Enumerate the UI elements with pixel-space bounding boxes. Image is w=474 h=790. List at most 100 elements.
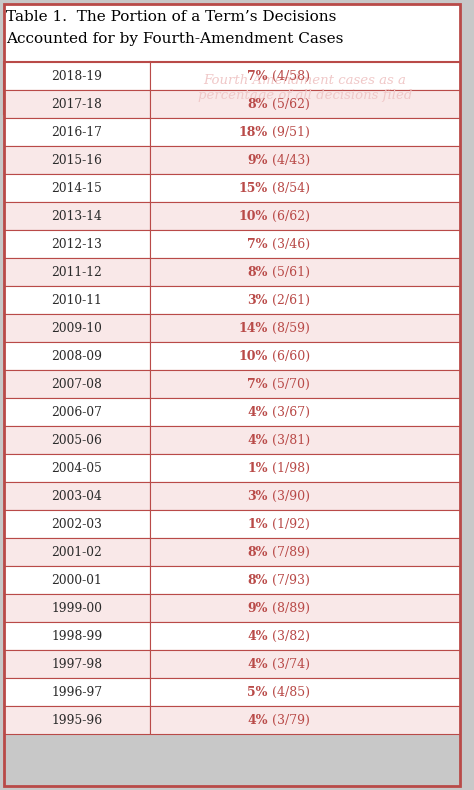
Text: (5/70): (5/70) [268, 378, 310, 390]
Text: 7%: 7% [247, 238, 268, 250]
Text: 2004-05: 2004-05 [52, 461, 102, 475]
Text: 4%: 4% [247, 630, 268, 642]
Bar [4, 426, 150, 454]
Text: 2016-17: 2016-17 [52, 126, 102, 138]
Text: 4%: 4% [247, 434, 268, 446]
Bar [150, 650, 460, 678]
Bar [150, 342, 460, 370]
Bar [150, 314, 460, 342]
Text: 2006-07: 2006-07 [52, 405, 102, 419]
Bar [150, 594, 460, 622]
Text: 2000-01: 2000-01 [52, 574, 102, 586]
Text: (5/61): (5/61) [268, 265, 310, 279]
Text: (3/82): (3/82) [268, 630, 310, 642]
Text: 15%: 15% [238, 182, 268, 194]
Bar [4, 230, 150, 258]
Text: 1996-97: 1996-97 [51, 686, 102, 698]
Text: 2010-11: 2010-11 [52, 294, 102, 307]
Text: (3/90): (3/90) [268, 490, 310, 502]
Bar [150, 370, 460, 398]
Bar [4, 146, 150, 174]
Bar [4, 706, 150, 734]
Bar [150, 62, 460, 114]
Text: 4%: 4% [247, 713, 268, 727]
Text: Fourth Amendment cases as a
percentage of all decisions filed: Fourth Amendment cases as a percentage o… [198, 74, 412, 102]
Text: (3/81): (3/81) [268, 434, 310, 446]
Text: (7/93): (7/93) [268, 574, 310, 586]
Bar [4, 510, 150, 538]
Bar [150, 454, 460, 482]
Text: 14%: 14% [238, 322, 268, 334]
Bar [4, 62, 150, 90]
Text: 18%: 18% [238, 126, 268, 138]
Text: Table 1.  The Portion of a Term’s Decisions: Table 1. The Portion of a Term’s Decisio… [6, 10, 337, 24]
Text: 2009-10: 2009-10 [52, 322, 102, 334]
Text: (8/54): (8/54) [268, 182, 310, 194]
Bar [4, 258, 150, 286]
Bar [150, 482, 460, 510]
Text: (4/43): (4/43) [268, 153, 310, 167]
Text: Accounted for by Fourth-Amendment Cases: Accounted for by Fourth-Amendment Cases [6, 32, 343, 46]
Bar [4, 202, 150, 230]
Text: 9%: 9% [247, 601, 268, 615]
Bar [150, 426, 460, 454]
Text: (2/61): (2/61) [268, 294, 310, 307]
Bar [4, 622, 150, 650]
Text: 10%: 10% [238, 209, 268, 223]
Text: (4/85): (4/85) [268, 686, 310, 698]
Bar [150, 90, 460, 118]
Bar [4, 118, 150, 146]
Bar [4, 370, 150, 398]
Text: 3%: 3% [247, 490, 268, 502]
Text: 2018-19: 2018-19 [52, 70, 102, 82]
Text: 1%: 1% [247, 517, 268, 531]
Bar [150, 230, 460, 258]
Bar [150, 398, 460, 426]
Text: (3/79): (3/79) [268, 713, 310, 727]
Bar [4, 342, 150, 370]
Text: (3/74): (3/74) [268, 657, 310, 671]
Bar [4, 482, 150, 510]
Bar [150, 286, 460, 314]
Bar [150, 706, 460, 734]
Text: (8/89): (8/89) [268, 601, 310, 615]
Bar [4, 90, 150, 118]
Text: 1998-99: 1998-99 [51, 630, 102, 642]
Bar [4, 538, 150, 566]
Bar [150, 62, 460, 90]
Text: 2014-15: 2014-15 [52, 182, 102, 194]
Text: 8%: 8% [247, 265, 268, 279]
Text: 2001-02: 2001-02 [52, 546, 102, 559]
Bar [4, 62, 150, 114]
Text: 1997-98: 1997-98 [51, 657, 102, 671]
Text: 1999-00: 1999-00 [52, 601, 102, 615]
Text: 3%: 3% [247, 294, 268, 307]
Bar [4, 454, 150, 482]
Text: (6/60): (6/60) [268, 349, 310, 363]
Text: (7/89): (7/89) [268, 546, 310, 559]
Bar [4, 286, 150, 314]
Text: (3/46): (3/46) [268, 238, 310, 250]
Text: 2017-18: 2017-18 [52, 97, 102, 111]
Text: 2013-14: 2013-14 [52, 209, 102, 223]
Bar [150, 202, 460, 230]
Text: 2015-16: 2015-16 [52, 153, 102, 167]
Text: 7%: 7% [247, 70, 268, 82]
Text: 9%: 9% [247, 153, 268, 167]
Text: 2007-08: 2007-08 [52, 378, 102, 390]
Text: 2011-12: 2011-12 [52, 265, 102, 279]
Bar [4, 566, 150, 594]
Text: 7%: 7% [247, 378, 268, 390]
Text: (3/67): (3/67) [268, 405, 310, 419]
Text: 10%: 10% [238, 349, 268, 363]
Bar [4, 650, 150, 678]
Text: (1/98): (1/98) [268, 461, 310, 475]
Bar [4, 594, 150, 622]
Text: 8%: 8% [247, 546, 268, 559]
Bar [150, 118, 460, 146]
Bar [150, 510, 460, 538]
Text: 2012-13: 2012-13 [52, 238, 102, 250]
Text: (1/92): (1/92) [268, 517, 310, 531]
Bar [150, 678, 460, 706]
Text: 1%: 1% [247, 461, 268, 475]
